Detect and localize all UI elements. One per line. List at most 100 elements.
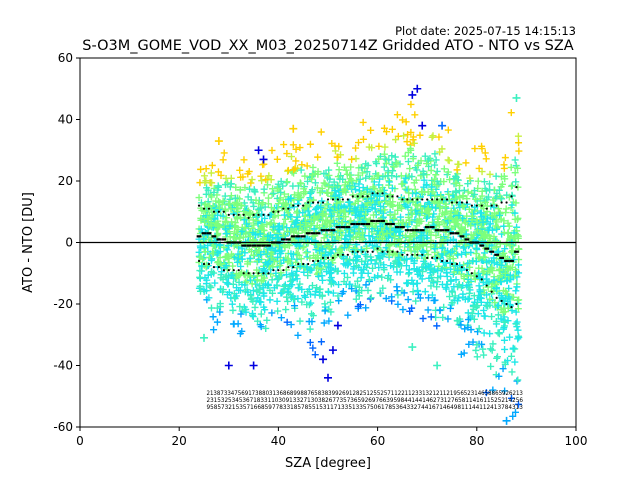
scatter-point — [198, 262, 206, 270]
scatter-point — [508, 394, 516, 402]
scatter-point — [515, 296, 523, 304]
scatter-point — [247, 248, 255, 256]
spread-marker — [212, 210, 216, 213]
scatter-point — [446, 259, 454, 267]
scatter-point — [197, 165, 205, 173]
scatter-point — [292, 145, 300, 153]
scatter-point — [501, 245, 509, 253]
scatter-point — [429, 213, 437, 221]
spread-marker — [292, 204, 295, 207]
spread-marker — [297, 204, 300, 207]
spread-marker — [371, 192, 374, 195]
scatter-outlier — [438, 121, 447, 130]
scatter-point — [492, 218, 500, 226]
scatter-point — [475, 164, 483, 172]
scatter-point — [507, 182, 515, 190]
scatter-point — [196, 242, 204, 250]
scatter-point — [394, 206, 402, 214]
scatter-outlier — [200, 333, 208, 342]
spread-marker — [440, 259, 444, 263]
spread-marker — [411, 198, 414, 201]
scatter-point — [277, 188, 285, 196]
scatter-point — [220, 149, 228, 157]
scatter-point — [500, 161, 508, 169]
scatter-point — [239, 173, 247, 181]
scatter-point — [306, 338, 314, 346]
scatter-point — [381, 143, 389, 151]
spread-marker — [421, 253, 424, 256]
scatter-point — [204, 186, 212, 194]
scatter-point — [255, 200, 263, 208]
scatter-point — [298, 298, 306, 306]
scatter-point — [297, 166, 305, 174]
scatter-point — [369, 183, 377, 191]
scatter-outlier — [254, 146, 263, 155]
scatter-point — [257, 310, 265, 318]
scatter-point — [463, 282, 471, 290]
scatter-point — [301, 172, 309, 180]
scatter-point — [320, 169, 328, 177]
scatter-point — [325, 317, 333, 325]
scatter-point — [474, 310, 482, 318]
scatter-point — [283, 271, 291, 279]
spread-marker — [242, 272, 245, 275]
scatter-point — [360, 211, 368, 219]
spread-marker — [282, 207, 285, 210]
scatter-point — [388, 293, 396, 301]
scatter-point — [495, 330, 503, 338]
scatter-point — [490, 276, 498, 284]
scatter-point — [490, 237, 498, 245]
scatter-point — [496, 211, 504, 219]
scatter-point — [395, 228, 403, 236]
scatter-point — [351, 211, 359, 219]
scatter-point — [346, 256, 354, 264]
scatter-point — [413, 166, 421, 174]
scatter-point — [360, 265, 368, 273]
scatter-point — [241, 184, 249, 192]
scatter-point — [444, 315, 452, 323]
scatter-point — [229, 262, 237, 270]
scatter-point — [502, 240, 510, 248]
spread-marker — [257, 213, 260, 216]
scatter-point — [378, 273, 386, 281]
scatter-point — [195, 194, 203, 202]
scatter-point — [197, 225, 205, 233]
spread-marker — [197, 259, 201, 263]
scatter-point — [438, 145, 446, 153]
scatter-point — [281, 281, 289, 289]
scatter-point — [427, 243, 435, 251]
scatter-point — [334, 292, 342, 300]
spread-marker — [416, 253, 419, 256]
scatter-point — [216, 222, 224, 230]
y-tick-label: 0 — [65, 236, 73, 250]
scatter-point — [291, 164, 299, 172]
scatter-point — [354, 277, 362, 285]
scatter-point — [256, 230, 264, 238]
x-tick-label: 60 — [370, 434, 385, 448]
scatter-point — [232, 292, 240, 300]
scatter-point — [403, 138, 411, 146]
scatter-point — [258, 177, 266, 185]
scatter-point — [465, 340, 473, 348]
scatter-point — [423, 240, 431, 248]
scatter-point — [305, 285, 313, 293]
scatter-point — [357, 246, 365, 254]
scatter-point — [363, 201, 371, 209]
scatter-point — [274, 180, 282, 188]
scatter-point — [355, 139, 363, 147]
scatter-point — [295, 242, 303, 250]
scatter-point — [391, 224, 399, 232]
scatter-point — [363, 168, 371, 176]
scatter-point — [296, 317, 304, 325]
scatter-point — [511, 156, 519, 164]
scatter-point — [283, 224, 291, 232]
scatter-point — [384, 233, 392, 241]
scatter-point — [281, 215, 289, 223]
scatter-point — [264, 194, 272, 202]
scatter-point — [307, 299, 315, 307]
spread-marker — [321, 256, 325, 259]
spread-marker — [475, 275, 478, 278]
scatter-point — [371, 260, 379, 268]
scatter-point — [338, 219, 346, 227]
scatter-point — [470, 315, 478, 323]
